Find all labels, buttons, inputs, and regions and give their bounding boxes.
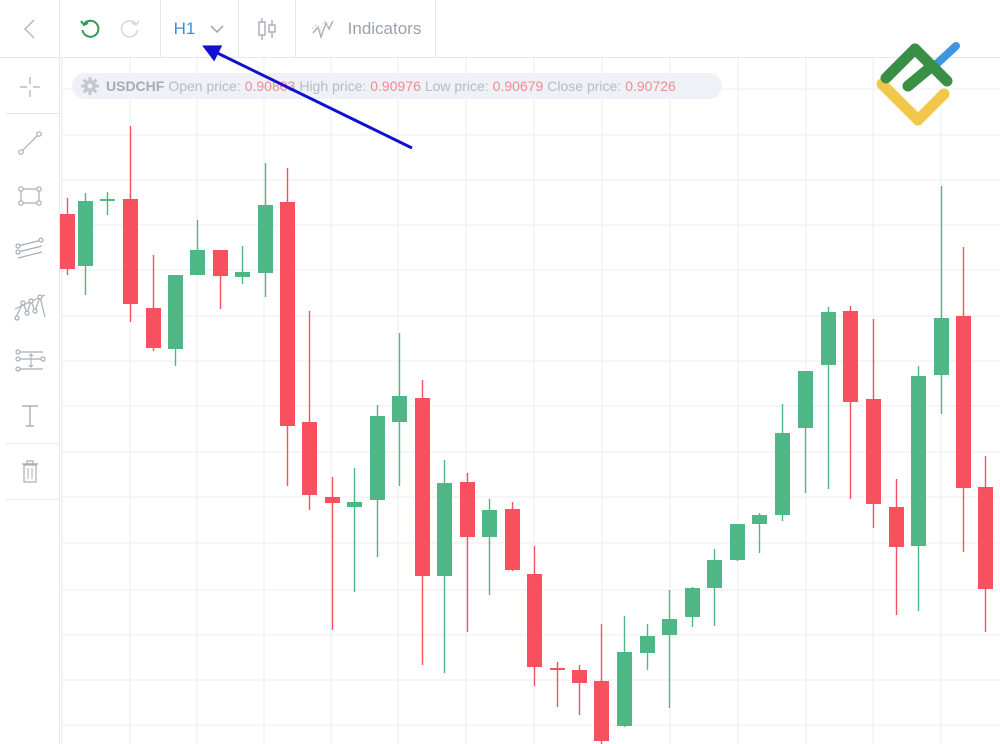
sidebar-item-crosshair[interactable] [0, 62, 59, 112]
redo-button[interactable] [118, 17, 142, 41]
candle [482, 499, 497, 595]
candle [843, 306, 858, 499]
sidebar-item-fibonacci[interactable] [0, 336, 59, 386]
brand-logo [876, 42, 960, 126]
candle [347, 468, 362, 592]
sidebar-divider [6, 443, 59, 444]
crosshair-icon [19, 77, 40, 97]
trash-icon [21, 460, 38, 483]
candle [550, 662, 565, 707]
undo-button[interactable] [78, 17, 102, 41]
high-label: High price: [299, 78, 367, 94]
drawing-tools-sidebar [0, 58, 60, 744]
indicators-button[interactable]: Indicators [296, 0, 436, 57]
candle [572, 665, 587, 715]
symbol-name: USDCHF [106, 78, 165, 94]
candle [146, 255, 161, 351]
candle [707, 549, 722, 626]
trend-line-icon [17, 131, 42, 155]
candle [505, 502, 520, 571]
ohlc-info-bar: USDCHF Open price: 0.90803 High price: 0… [72, 73, 722, 99]
timeframe-value: H1 [173, 18, 196, 38]
indicators-label: Indicators [347, 18, 422, 38]
redo-icon [120, 19, 140, 38]
timeframe-selector[interactable]: H1 [161, 0, 239, 57]
sidebar-item-pattern[interactable] [0, 280, 59, 335]
text-icon [21, 405, 38, 427]
rectangle-icon [17, 186, 42, 206]
chevron-left-icon [23, 18, 35, 39]
candle [100, 192, 115, 215]
top-toolbar: H1 Indicators [0, 0, 1000, 58]
candle [662, 590, 677, 708]
candle [325, 477, 340, 630]
candle [78, 193, 93, 295]
candle [213, 250, 228, 309]
candle [889, 479, 904, 615]
chart-settings-button[interactable] [80, 76, 100, 96]
open-value: 0.90803 [244, 78, 296, 94]
sidebar-divider [6, 113, 59, 114]
candle [685, 587, 700, 627]
candles [60, 126, 993, 744]
candle [460, 473, 475, 632]
candle [775, 404, 790, 521]
sidebar-item-trend-line[interactable] [0, 118, 59, 168]
low-value: 0.90679 [492, 78, 544, 94]
candlestick-icon [258, 17, 276, 40]
candle [911, 366, 926, 611]
candle [168, 275, 183, 366]
candle [798, 371, 813, 493]
candle [370, 405, 385, 557]
open-label: Open price: [168, 78, 241, 94]
undo-icon [80, 19, 100, 38]
gear-icon [81, 77, 99, 95]
candle [821, 307, 836, 489]
candle [437, 460, 452, 673]
candle [730, 524, 745, 561]
candle [235, 246, 250, 284]
candle [752, 513, 767, 553]
candle [866, 319, 881, 528]
indicators-icon [311, 19, 334, 39]
pattern-icon [13, 293, 46, 321]
close-value: 0.90726 [625, 78, 676, 94]
sidebar-item-parallel-channel[interactable] [0, 225, 59, 275]
candle [956, 247, 971, 552]
candle [640, 624, 655, 670]
chart-type-button[interactable] [239, 0, 296, 57]
fibonacci-icon [14, 349, 46, 372]
high-value: 0.90976 [370, 78, 421, 94]
candle [527, 546, 542, 686]
close-label: Close price: [547, 78, 622, 94]
candle [392, 333, 407, 486]
candle [258, 163, 273, 297]
candle [978, 456, 993, 632]
candle [190, 220, 205, 275]
candle [60, 198, 75, 275]
parallel-channel-icon [14, 237, 44, 259]
sidebar-divider [6, 499, 59, 500]
sidebar-item-delete[interactable] [0, 446, 59, 498]
candle [280, 168, 295, 486]
candle [302, 311, 317, 510]
back-button[interactable] [0, 0, 60, 57]
candle [415, 380, 430, 665]
chevron-down-icon [210, 24, 224, 33]
candle [594, 624, 609, 744]
candle [934, 186, 949, 414]
candle [123, 126, 138, 322]
sidebar-item-text[interactable] [0, 391, 59, 441]
candle [617, 616, 632, 727]
sidebar-item-rectangle[interactable] [0, 171, 59, 221]
history-controls [60, 0, 161, 57]
low-label: Low price: [424, 78, 489, 94]
